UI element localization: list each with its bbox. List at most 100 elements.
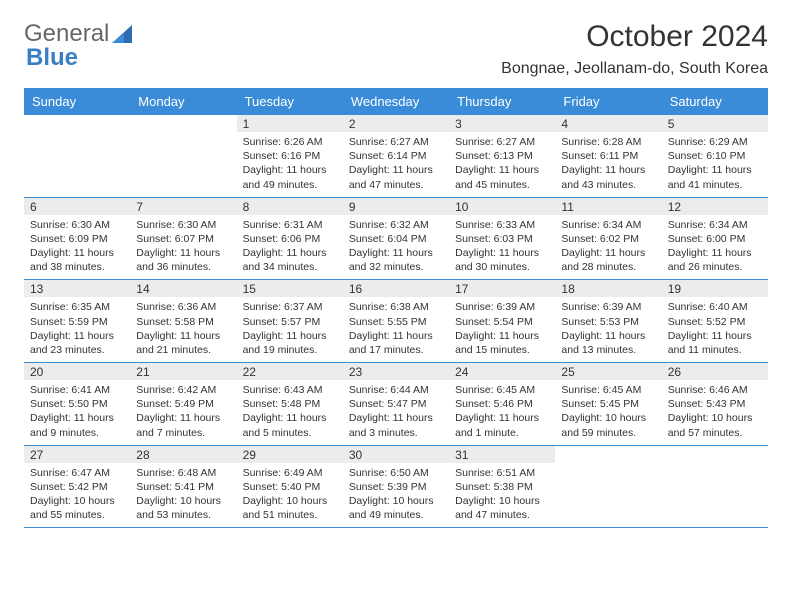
month-title: October 2024 <box>501 20 768 54</box>
sunrise-text: Sunrise: 6:35 AM <box>30 300 124 314</box>
sunset-text: Sunset: 6:03 PM <box>455 232 549 246</box>
calendar-cell: 26Sunrise: 6:46 AMSunset: 5:43 PMDayligh… <box>662 363 768 445</box>
day-details: Sunrise: 6:32 AMSunset: 6:04 PMDaylight:… <box>343 215 449 280</box>
sunset-text: Sunset: 6:07 PM <box>136 232 230 246</box>
sunset-text: Sunset: 6:04 PM <box>349 232 443 246</box>
logo-triangle-icon <box>112 25 132 43</box>
sunset-text: Sunset: 6:14 PM <box>349 149 443 163</box>
day-number <box>130 115 236 132</box>
daylight1-text: Daylight: 10 hours <box>561 411 655 425</box>
daylight2-text: and 23 minutes. <box>30 343 124 357</box>
daylight2-text: and 59 minutes. <box>561 426 655 440</box>
daylight1-text: Daylight: 11 hours <box>243 246 337 260</box>
calendar-cell: 9Sunrise: 6:32 AMSunset: 6:04 PMDaylight… <box>343 198 449 280</box>
daylight2-text: and 43 minutes. <box>561 178 655 192</box>
daylight1-text: Daylight: 10 hours <box>136 494 230 508</box>
calendar-cell: 28Sunrise: 6:48 AMSunset: 5:41 PMDayligh… <box>130 446 236 528</box>
calendar-cell: 8Sunrise: 6:31 AMSunset: 6:06 PMDaylight… <box>237 198 343 280</box>
day-details: Sunrise: 6:47 AMSunset: 5:42 PMDaylight:… <box>24 463 130 528</box>
calendar-cell: 14Sunrise: 6:36 AMSunset: 5:58 PMDayligh… <box>130 280 236 362</box>
daylight1-text: Daylight: 10 hours <box>243 494 337 508</box>
calendar-cell-empty <box>130 115 236 197</box>
calendar-cell: 2Sunrise: 6:27 AMSunset: 6:14 PMDaylight… <box>343 115 449 197</box>
daylight2-text: and 51 minutes. <box>243 508 337 522</box>
day-number: 22 <box>237 363 343 380</box>
day-details: Sunrise: 6:34 AMSunset: 6:02 PMDaylight:… <box>555 215 661 280</box>
daylight2-text: and 34 minutes. <box>243 260 337 274</box>
calendar-cell: 3Sunrise: 6:27 AMSunset: 6:13 PMDaylight… <box>449 115 555 197</box>
calendar-cell: 16Sunrise: 6:38 AMSunset: 5:55 PMDayligh… <box>343 280 449 362</box>
sunrise-text: Sunrise: 6:31 AM <box>243 218 337 232</box>
day-number: 26 <box>662 363 768 380</box>
sunrise-text: Sunrise: 6:28 AM <box>561 135 655 149</box>
daylight2-text: and 5 minutes. <box>243 426 337 440</box>
day-number: 31 <box>449 446 555 463</box>
day-details: Sunrise: 6:28 AMSunset: 6:11 PMDaylight:… <box>555 132 661 197</box>
daylight1-text: Daylight: 11 hours <box>349 411 443 425</box>
day-number: 21 <box>130 363 236 380</box>
sunrise-text: Sunrise: 6:30 AM <box>30 218 124 232</box>
sunrise-text: Sunrise: 6:27 AM <box>455 135 549 149</box>
daylight2-text: and 17 minutes. <box>349 343 443 357</box>
day-number: 8 <box>237 198 343 215</box>
day-number: 16 <box>343 280 449 297</box>
sunset-text: Sunset: 5:39 PM <box>349 480 443 494</box>
daylight2-text: and 45 minutes. <box>455 178 549 192</box>
day-number: 15 <box>237 280 343 297</box>
calendar-cell: 1Sunrise: 6:26 AMSunset: 6:16 PMDaylight… <box>237 115 343 197</box>
calendar-cell: 30Sunrise: 6:50 AMSunset: 5:39 PMDayligh… <box>343 446 449 528</box>
daylight1-text: Daylight: 11 hours <box>455 411 549 425</box>
day-number: 29 <box>237 446 343 463</box>
daylight1-text: Daylight: 11 hours <box>30 246 124 260</box>
daylight2-text: and 30 minutes. <box>455 260 549 274</box>
calendar-cell: 10Sunrise: 6:33 AMSunset: 6:03 PMDayligh… <box>449 198 555 280</box>
sunrise-text: Sunrise: 6:27 AM <box>349 135 443 149</box>
weekday-header: Wednesday <box>343 88 449 115</box>
daylight2-text: and 49 minutes. <box>243 178 337 192</box>
sunset-text: Sunset: 5:42 PM <box>30 480 124 494</box>
sunrise-text: Sunrise: 6:49 AM <box>243 466 337 480</box>
sunrise-text: Sunrise: 6:43 AM <box>243 383 337 397</box>
daylight1-text: Daylight: 11 hours <box>243 411 337 425</box>
daylight1-text: Daylight: 11 hours <box>455 246 549 260</box>
day-details: Sunrise: 6:45 AMSunset: 5:45 PMDaylight:… <box>555 380 661 445</box>
calendar: SundayMondayTuesdayWednesdayThursdayFrid… <box>24 88 768 528</box>
daylight1-text: Daylight: 11 hours <box>349 163 443 177</box>
sunrise-text: Sunrise: 6:30 AM <box>136 218 230 232</box>
calendar-cell: 20Sunrise: 6:41 AMSunset: 5:50 PMDayligh… <box>24 363 130 445</box>
day-number <box>555 446 661 463</box>
sunrise-text: Sunrise: 6:38 AM <box>349 300 443 314</box>
sunrise-text: Sunrise: 6:36 AM <box>136 300 230 314</box>
day-details: Sunrise: 6:35 AMSunset: 5:59 PMDaylight:… <box>24 297 130 362</box>
calendar-cell: 13Sunrise: 6:35 AMSunset: 5:59 PMDayligh… <box>24 280 130 362</box>
sunrise-text: Sunrise: 6:45 AM <box>561 383 655 397</box>
sunrise-text: Sunrise: 6:26 AM <box>243 135 337 149</box>
day-details: Sunrise: 6:46 AMSunset: 5:43 PMDaylight:… <box>662 380 768 445</box>
calendar-cell-empty <box>555 446 661 528</box>
sunrise-text: Sunrise: 6:34 AM <box>561 218 655 232</box>
sunset-text: Sunset: 5:57 PM <box>243 315 337 329</box>
calendar-cell: 24Sunrise: 6:45 AMSunset: 5:46 PMDayligh… <box>449 363 555 445</box>
calendar-cell: 5Sunrise: 6:29 AMSunset: 6:10 PMDaylight… <box>662 115 768 197</box>
day-number: 13 <box>24 280 130 297</box>
sunrise-text: Sunrise: 6:34 AM <box>668 218 762 232</box>
sunset-text: Sunset: 6:10 PM <box>668 149 762 163</box>
sunset-text: Sunset: 5:46 PM <box>455 397 549 411</box>
sunset-text: Sunset: 5:40 PM <box>243 480 337 494</box>
calendar-cell: 22Sunrise: 6:43 AMSunset: 5:48 PMDayligh… <box>237 363 343 445</box>
daylight2-text: and 19 minutes. <box>243 343 337 357</box>
daylight2-text: and 15 minutes. <box>455 343 549 357</box>
day-number: 17 <box>449 280 555 297</box>
weekday-header: Tuesday <box>237 88 343 115</box>
sunrise-text: Sunrise: 6:29 AM <box>668 135 762 149</box>
daylight2-text: and 13 minutes. <box>561 343 655 357</box>
day-number: 11 <box>555 198 661 215</box>
day-details <box>24 132 130 140</box>
day-details: Sunrise: 6:38 AMSunset: 5:55 PMDaylight:… <box>343 297 449 362</box>
calendar-cell: 15Sunrise: 6:37 AMSunset: 5:57 PMDayligh… <box>237 280 343 362</box>
daylight2-text: and 28 minutes. <box>561 260 655 274</box>
daylight1-text: Daylight: 11 hours <box>243 329 337 343</box>
day-details: Sunrise: 6:51 AMSunset: 5:38 PMDaylight:… <box>449 463 555 528</box>
daylight2-text: and 21 minutes. <box>136 343 230 357</box>
day-number: 14 <box>130 280 236 297</box>
